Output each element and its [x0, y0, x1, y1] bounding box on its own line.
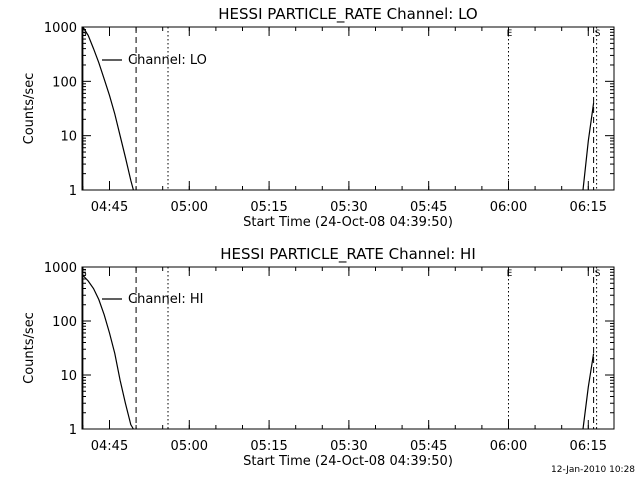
- x-axis-label: Start Time (24-Oct-08 04:39:50): [243, 215, 453, 230]
- marker-label: S: [81, 269, 87, 279]
- series-line: [82, 26, 134, 191]
- y-tick-label: 100: [52, 75, 77, 90]
- x-tick-label: 05:15: [250, 439, 287, 454]
- marker-label: E: [507, 29, 513, 39]
- x-tick-label: 06:15: [570, 439, 607, 454]
- y-tick-label: 1000: [44, 261, 77, 276]
- plot-frame: [81, 266, 615, 430]
- y-axis-label: Counts/sec: [22, 312, 37, 384]
- x-tick-label: 05:45: [410, 439, 447, 454]
- y-tick-label: 1000: [44, 21, 77, 36]
- x-tick-label: 04:45: [91, 439, 128, 454]
- x-tick-label: 05:00: [171, 200, 208, 215]
- marker-label: S: [595, 269, 601, 279]
- y-tick-label: 100: [52, 315, 77, 330]
- chart-panel-2: HESSI PARTICLE_RATE Channel: HI 04:45 05:0…: [22, 245, 615, 469]
- x-axis-label: Start Time (24-Oct-08 04:39:50): [243, 454, 453, 469]
- y-tick-label: 1: [69, 423, 77, 438]
- y-tick-label: 10: [60, 369, 77, 384]
- chart-title: HESSI PARTICLE_RATE Channel: LO: [218, 5, 477, 24]
- chart-panel-1: HESSI PARTICLE_RATE Channel: LO 04:45 05:0…: [22, 5, 615, 230]
- x-tick-label: 06:00: [490, 439, 527, 454]
- series-line: [582, 102, 595, 191]
- x-tick-label: 04:45: [91, 200, 128, 215]
- marker-label: S: [81, 29, 87, 39]
- y-axis-label: Counts/sec: [22, 73, 37, 145]
- marker-label: E: [507, 269, 513, 279]
- y-tick-label: 10: [60, 130, 77, 145]
- series-line: [82, 274, 134, 430]
- series-line: [582, 353, 595, 430]
- footer-timestamp: 12-Jan-2010 10:28: [551, 465, 636, 475]
- x-tick-label: 05:00: [171, 439, 208, 454]
- plot-frame: [81, 26, 615, 191]
- chart-title: HESSI PARTICLE_RATE Channel: HI: [220, 245, 476, 264]
- x-tick-label: 06:00: [490, 200, 527, 215]
- x-tick-label: 05:45: [410, 200, 447, 215]
- x-tick-label: 05:30: [330, 439, 367, 454]
- x-tick-label: 06:15: [570, 200, 607, 215]
- legend-label: Channel: HI: [128, 292, 204, 307]
- y-tick-label: 1: [69, 184, 77, 199]
- x-tick-label: 05:30: [330, 200, 367, 215]
- legend-label: Channel: LO: [128, 53, 207, 68]
- marker-label: S: [595, 29, 601, 39]
- x-tick-label: 05:15: [250, 200, 287, 215]
